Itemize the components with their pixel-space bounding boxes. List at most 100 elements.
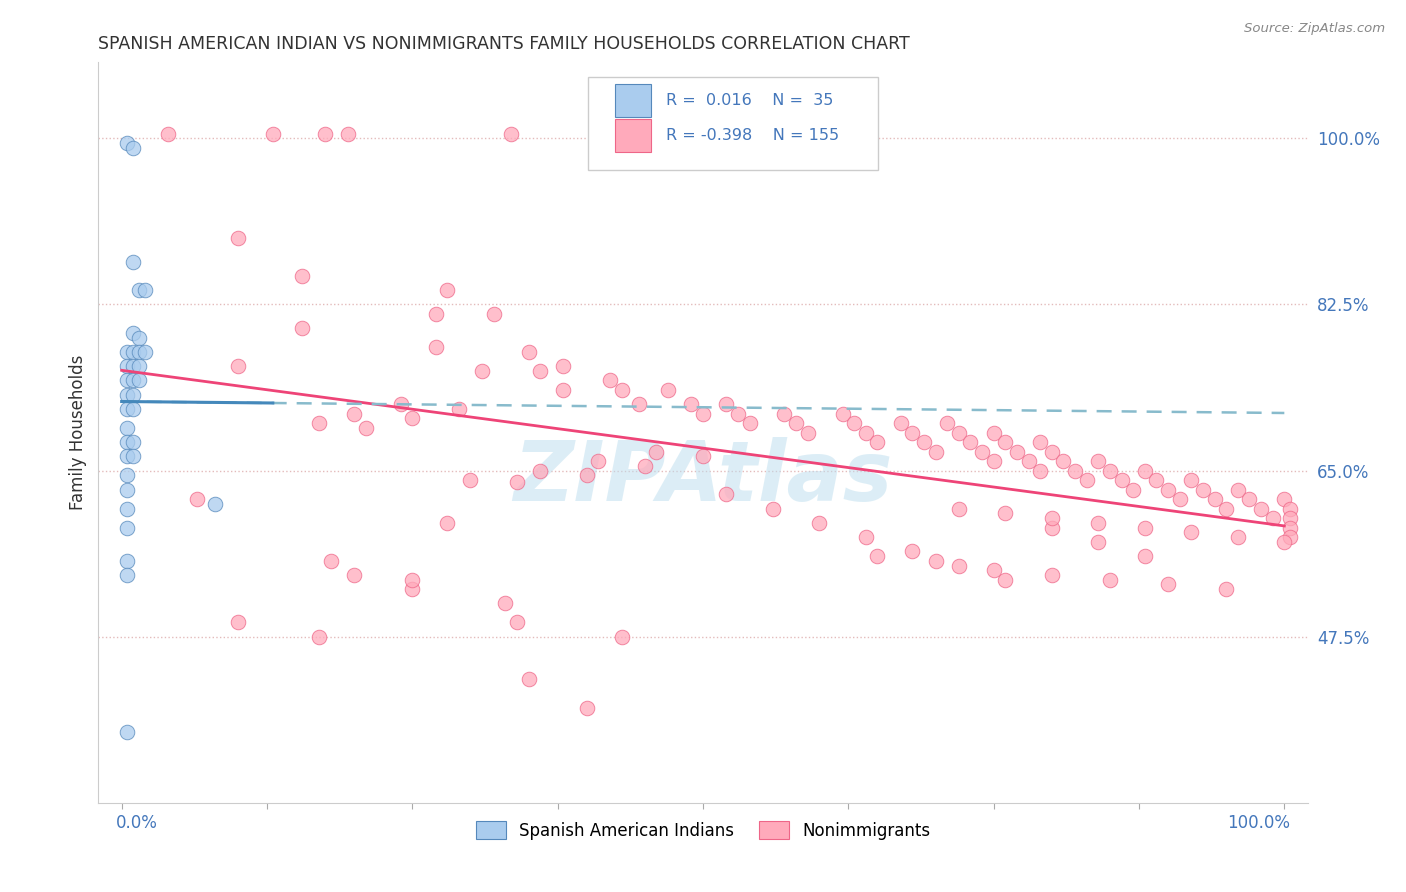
Point xyxy=(389,397,412,411)
Point xyxy=(122,401,145,416)
Point xyxy=(117,568,139,582)
Point xyxy=(401,411,423,425)
Point xyxy=(738,416,761,430)
Point xyxy=(506,615,529,630)
Point xyxy=(117,387,139,401)
Point xyxy=(924,444,946,458)
Point xyxy=(517,673,540,687)
Point xyxy=(1018,454,1040,468)
Point xyxy=(204,497,226,511)
Point xyxy=(983,563,1005,577)
Point xyxy=(122,359,145,374)
Point xyxy=(128,359,150,374)
Point xyxy=(157,127,180,141)
Point xyxy=(1098,573,1121,587)
Point xyxy=(122,254,145,268)
Point xyxy=(529,364,551,378)
Point xyxy=(128,331,150,345)
Point xyxy=(122,387,145,401)
Point xyxy=(226,359,249,374)
Point xyxy=(1157,483,1180,497)
Text: ZIPAtlas: ZIPAtlas xyxy=(513,436,893,517)
Point xyxy=(645,444,668,458)
Point xyxy=(1272,534,1295,549)
Point xyxy=(308,630,330,644)
Point xyxy=(291,321,314,335)
Point xyxy=(1040,520,1063,534)
Point xyxy=(844,416,866,430)
Point xyxy=(762,501,785,516)
Point xyxy=(1040,511,1063,525)
Point xyxy=(994,573,1017,587)
Point xyxy=(1272,491,1295,506)
Point xyxy=(610,383,633,397)
Point xyxy=(291,268,314,283)
Point xyxy=(529,464,551,478)
Point xyxy=(1180,525,1202,540)
FancyBboxPatch shape xyxy=(588,78,879,169)
Point xyxy=(494,597,516,611)
Text: SPANISH AMERICAN INDIAN VS NONIMMIGRANTS FAMILY HOUSEHOLDS CORRELATION CHART: SPANISH AMERICAN INDIAN VS NONIMMIGRANTS… xyxy=(98,35,910,53)
Point xyxy=(1133,549,1156,563)
Point xyxy=(994,506,1017,520)
Point xyxy=(553,359,575,374)
Point xyxy=(401,582,423,597)
Point xyxy=(1204,491,1226,506)
Point xyxy=(343,407,366,421)
Point xyxy=(773,407,796,421)
Point xyxy=(1279,501,1302,516)
Point xyxy=(553,383,575,397)
Point xyxy=(128,345,150,359)
Point xyxy=(122,435,145,450)
FancyBboxPatch shape xyxy=(614,119,651,153)
Point xyxy=(343,568,366,582)
Point xyxy=(1192,483,1215,497)
Point xyxy=(1087,454,1109,468)
Point xyxy=(226,615,249,630)
Point xyxy=(337,127,360,141)
Point xyxy=(117,724,139,739)
Point xyxy=(117,501,139,516)
Point xyxy=(890,416,912,430)
Point xyxy=(575,701,598,715)
Point xyxy=(1064,464,1087,478)
Point xyxy=(1133,520,1156,534)
Point xyxy=(1215,582,1237,597)
Text: Source: ZipAtlas.com: Source: ZipAtlas.com xyxy=(1244,22,1385,36)
Point xyxy=(692,407,714,421)
Point xyxy=(117,435,139,450)
Text: R = -0.398    N = 155: R = -0.398 N = 155 xyxy=(665,128,838,143)
Point xyxy=(983,454,1005,468)
Point xyxy=(1087,516,1109,530)
Point xyxy=(866,435,889,450)
Point xyxy=(1087,534,1109,549)
Point xyxy=(122,326,145,340)
Point xyxy=(1076,473,1098,487)
FancyBboxPatch shape xyxy=(614,84,651,118)
Point xyxy=(122,141,145,155)
Point xyxy=(1168,491,1191,506)
Y-axis label: Family Households: Family Households xyxy=(69,355,87,510)
Point xyxy=(901,425,924,440)
Point xyxy=(716,487,738,501)
Point xyxy=(186,491,208,506)
Point xyxy=(628,397,651,411)
Point xyxy=(716,397,738,411)
Point xyxy=(855,530,877,544)
Point xyxy=(1261,511,1284,525)
Point xyxy=(610,630,633,644)
Point xyxy=(117,421,139,435)
Point xyxy=(727,407,749,421)
Point xyxy=(948,425,970,440)
Point xyxy=(1111,473,1133,487)
Point xyxy=(308,416,330,430)
Point xyxy=(1279,530,1302,544)
Point xyxy=(1040,568,1063,582)
Point xyxy=(1122,483,1144,497)
Point xyxy=(912,435,935,450)
Point xyxy=(1250,501,1272,516)
Point xyxy=(425,307,447,321)
Point xyxy=(1180,473,1202,487)
Point xyxy=(436,516,458,530)
Point xyxy=(599,373,621,387)
